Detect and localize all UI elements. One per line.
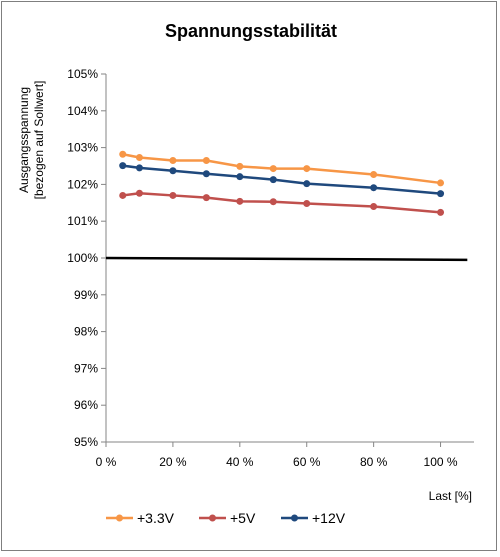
- legend-swatch-marker: [209, 514, 216, 522]
- data-point: [370, 184, 378, 192]
- data-point: [269, 165, 277, 173]
- chart-frame: Spannungsstabilität Ausgangsspannung [be…: [1, 1, 497, 551]
- y-tick-label: 101%: [67, 214, 98, 228]
- data-point: [269, 198, 277, 206]
- y-tick-label: 100%: [67, 251, 98, 265]
- data-point: [169, 167, 177, 175]
- data-point: [269, 176, 277, 184]
- data-point: [370, 202, 378, 210]
- x-tick-label: 20 %: [159, 455, 187, 469]
- reference-line-100: [105, 256, 468, 262]
- data-point: [169, 191, 177, 199]
- data-point: [236, 162, 244, 170]
- y-tick-label: 104%: [67, 104, 98, 118]
- data-point: [202, 194, 210, 202]
- data-point: [303, 180, 311, 188]
- data-point: [202, 156, 210, 164]
- y-tick-label: 102%: [67, 177, 98, 191]
- data-point: [135, 164, 143, 172]
- data-point: [303, 165, 311, 173]
- x-tick-label: 0 %: [96, 455, 117, 469]
- chart-title: Spannungsstabilität: [165, 21, 337, 41]
- y-axis-label: Ausgangsspannung [bezogen auf Sollwert]: [17, 81, 46, 200]
- legend: +3.3V +5V +12V: [106, 510, 346, 526]
- legend-swatch-marker: [116, 514, 123, 522]
- y-tick-label: 98%: [74, 325, 98, 339]
- legend-swatch-marker: [291, 514, 298, 522]
- data-point: [236, 173, 244, 181]
- y-tick-label: 96%: [74, 398, 98, 412]
- legend-entry: +3.3V: [137, 510, 175, 526]
- legend-entry: +12V: [312, 510, 346, 526]
- x-tick-label: 100 %: [424, 455, 458, 469]
- y-tick-label: 97%: [74, 361, 98, 375]
- data-point: [437, 190, 445, 198]
- y-tick-label: 99%: [74, 288, 98, 302]
- y-axis: 95% 96% 97% 98% 99% 100% 101% 102% 103% 104% 105%: [67, 67, 107, 449]
- data-point: [236, 197, 244, 205]
- data-point: [303, 200, 311, 208]
- y-tick-label: 103%: [67, 141, 98, 155]
- data-point: [119, 150, 127, 158]
- x-axis: 0 % 20 % 40 % 60 % 80 % 100 %: [96, 441, 474, 469]
- data-point: [135, 189, 143, 197]
- data-point: [437, 179, 445, 187]
- legend-entry: +5V: [230, 510, 256, 526]
- y-axis-label-line1: Ausgangsspannung: [17, 87, 31, 193]
- y-tick-label: 105%: [67, 67, 98, 81]
- y-tick-label: 95%: [74, 435, 98, 449]
- x-tick-label: 60 %: [293, 455, 321, 469]
- data-point: [202, 170, 210, 178]
- plot-area: [105, 150, 468, 262]
- x-tick-label: 80 %: [360, 455, 388, 469]
- data-point: [119, 162, 127, 170]
- x-axis-label: Last [%]: [429, 489, 472, 503]
- data-point: [169, 156, 177, 164]
- data-point: [437, 208, 445, 216]
- data-point: [370, 170, 378, 178]
- data-point: [119, 191, 127, 199]
- chart: Spannungsstabilität Ausgangsspannung [be…: [17, 21, 474, 526]
- x-tick-label: 40 %: [226, 455, 254, 469]
- y-axis-label-line2: [bezogen auf Sollwert]: [32, 81, 46, 200]
- data-point: [135, 154, 143, 162]
